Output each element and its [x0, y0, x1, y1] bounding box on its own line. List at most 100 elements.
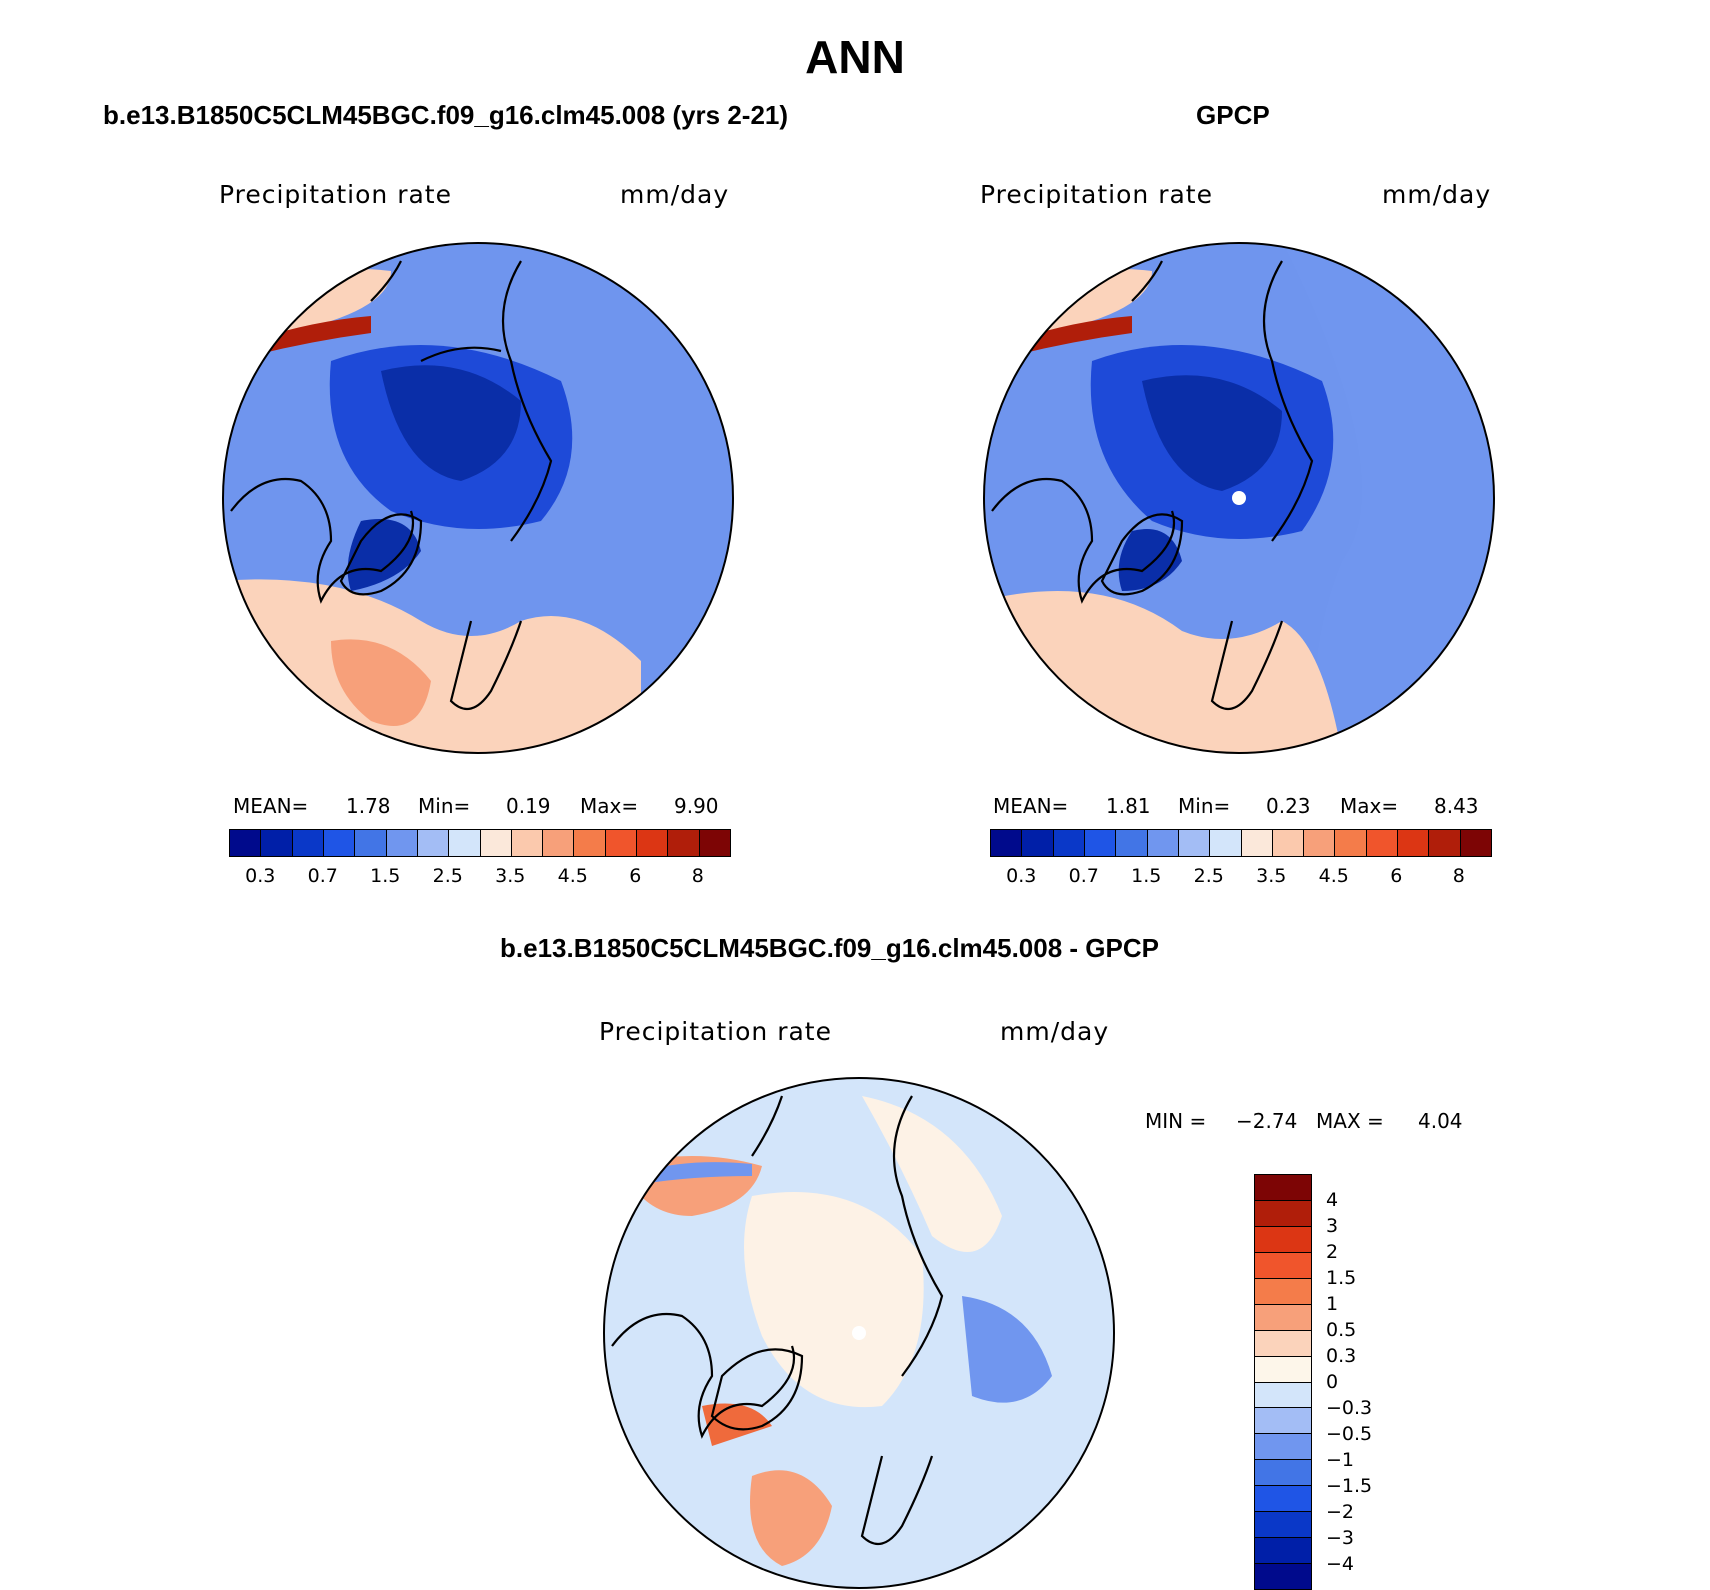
panel-2-mean-value: 1.81 [1106, 794, 1151, 818]
panel-1-colorbar-box [449, 830, 481, 856]
panel-3-variable: Precipitation rate [599, 1017, 832, 1046]
panel-3-colorbar-tick-label: 0 [1326, 1371, 1339, 1393]
panel-2-colorbar-box [1116, 830, 1148, 856]
panel-3-colorbar-tick-label: −3 [1326, 1527, 1355, 1549]
panel-1-colorbar-tick-label: 4.5 [557, 865, 588, 887]
panel-1-colorbar [229, 829, 731, 857]
panel-3-map [603, 1077, 1115, 1589]
panel-2-colorbar-tick-label: 8 [1452, 865, 1465, 887]
panel-2-colorbar-box [1084, 830, 1117, 856]
panel-1-mean-value: 1.78 [346, 794, 391, 818]
panel-1-colorbar-tick-label: 1.5 [370, 865, 401, 887]
panel-2-min-label: Min= [1178, 794, 1231, 818]
map-3-field-arctic-warm [744, 1192, 924, 1408]
panel-1-title: b.e13.B1850C5CLM45BGC.f09_g16.clm45.008 … [103, 100, 789, 130]
map-1-border [222, 242, 734, 754]
panel-2-title: GPCP [1196, 100, 1270, 130]
panel-2-colorbar-box [1366, 830, 1399, 856]
panel-2-colorbar-box [1147, 830, 1179, 856]
panel-1-colorbar-box [543, 830, 575, 856]
map-1-field-warm-dark [251, 316, 371, 356]
panel-2-max-label: Max= [1340, 794, 1399, 818]
panel-2-mean-label: MEAN= [993, 794, 1069, 818]
panel-3-colorbar-box [1255, 1434, 1311, 1461]
panel-3-units: mm/day [1000, 1017, 1110, 1046]
panel-3-title: b.e13.B1850C5CLM45BGC.f09_g16.clm45.008 … [500, 933, 1159, 963]
panel-3-colorbar-tick-label: 0.5 [1326, 1319, 1357, 1341]
panel-1-colorbar-box [511, 830, 544, 856]
panel-3-colorbar-box [1255, 1408, 1311, 1435]
panel-1-colorbar-box [230, 830, 262, 856]
map-3-field-warm-south [750, 1470, 832, 1566]
panel-2-colorbar-box [1429, 830, 1461, 856]
panel-1-colorbar-tick-label: 3.5 [495, 865, 526, 887]
map-2-border [983, 242, 1495, 754]
panel-3-colorbar-box [1255, 1538, 1311, 1565]
panel-1-colorbar-box [605, 830, 638, 856]
panel-1-mean-label: MEAN= [233, 794, 309, 818]
panel-2-colorbar-box [1304, 830, 1336, 856]
panel-3-max-label: MAX = [1316, 1109, 1384, 1133]
figure-title: ANN [805, 31, 905, 83]
panel-2-map [983, 242, 1495, 754]
map-3-pole-dot [852, 1326, 866, 1340]
panel-1-colorbar-tick-label: 8 [691, 865, 704, 887]
panel-2-colorbar-tick-label: 0.7 [1068, 865, 1099, 887]
map-2-pole-dot [1232, 491, 1246, 505]
panel-1-colorbar-box [637, 830, 669, 856]
panel-1-colorbar-box [386, 830, 418, 856]
panel-2-colorbar-box [1335, 830, 1367, 856]
panel-1-min-value: 0.19 [506, 794, 551, 818]
panel-1-min-label: Min= [418, 794, 471, 818]
panel-1-units: mm/day [620, 180, 730, 209]
panel-1-colorbar-box [699, 830, 730, 856]
panel-3-colorbar-box [1255, 1304, 1311, 1331]
panel-3-colorbar-box [1255, 1356, 1311, 1383]
panel-2-colorbar-tick-label: 6 [1390, 865, 1403, 887]
panel-3-colorbar-tick-label: 1 [1326, 1293, 1339, 1315]
panel-3-colorbar-tick-label: −1.5 [1326, 1475, 1373, 1497]
panel-1-max-value: 9.90 [674, 794, 719, 818]
panel-3-min-value: −2.74 [1236, 1109, 1298, 1133]
panel-1-max-label: Max= [580, 794, 639, 818]
panel-1-colorbar-box [668, 830, 700, 856]
panel-1-colorbar-box [292, 830, 324, 856]
map-3-border [603, 1077, 1115, 1589]
panel-3-colorbar-box [1255, 1226, 1311, 1253]
panel-2-units: mm/day [1382, 180, 1492, 209]
panel-2-colorbar-box [1272, 830, 1305, 856]
map-2-coastlines [991, 260, 1314, 711]
map-3-field-blue-east [962, 1296, 1052, 1403]
panel-2-colorbar-box [1178, 830, 1211, 856]
panel-2-colorbar-tick-label: 4.5 [1318, 865, 1349, 887]
panel-3-colorbar-tick-label: −1 [1326, 1449, 1355, 1471]
panel-3-colorbar-tick-label: −4 [1326, 1553, 1355, 1575]
panel-3-colorbar-tick-label: 2 [1326, 1241, 1339, 1263]
panel-2-colorbar-ticks: 0.3 0.7 1.5 2.5 3.5 4.5 6 8 [990, 865, 1490, 891]
panel-1-colorbar-box [355, 830, 387, 856]
panel-2-colorbar-box [1460, 830, 1491, 856]
panel-1-variable: Precipitation rate [219, 180, 452, 209]
panel-3-colorbar-box [1255, 1278, 1311, 1305]
panel-3-colorbar-tick-label: 1.5 [1326, 1267, 1357, 1289]
panel-1-colorbar-box [480, 830, 512, 856]
panel-3-colorbar-tick-label: 4 [1326, 1189, 1339, 1211]
panel-3-colorbar-box [1255, 1200, 1311, 1227]
panel-1-colorbar-box [323, 830, 356, 856]
panel-3-colorbar-box [1255, 1512, 1311, 1539]
panel-1-map [222, 242, 734, 754]
panel-1-colorbar-box [417, 830, 450, 856]
panel-1-colorbar-tick-label: 6 [629, 865, 642, 887]
panel-2-colorbar-box [1210, 830, 1242, 856]
panel-2-colorbar-box [1053, 830, 1085, 856]
panel-2-colorbar [990, 829, 1492, 857]
panel-3-colorbar-tick-label: −0.3 [1326, 1397, 1373, 1419]
panel-3-colorbar-box [1255, 1460, 1311, 1487]
panel-3-max-value: 4.04 [1418, 1109, 1463, 1133]
panel-2-min-value: 0.23 [1266, 794, 1311, 818]
map-2-field-warm-dark [1012, 316, 1132, 356]
map-3-coastlines [611, 1095, 944, 1546]
panel-1-colorbar-ticks: 0.3 0.7 1.5 2.5 3.5 4.5 6 8 [229, 865, 729, 891]
panel-1-colorbar-box [261, 830, 293, 856]
panel-3-colorbar-box [1255, 1330, 1311, 1357]
